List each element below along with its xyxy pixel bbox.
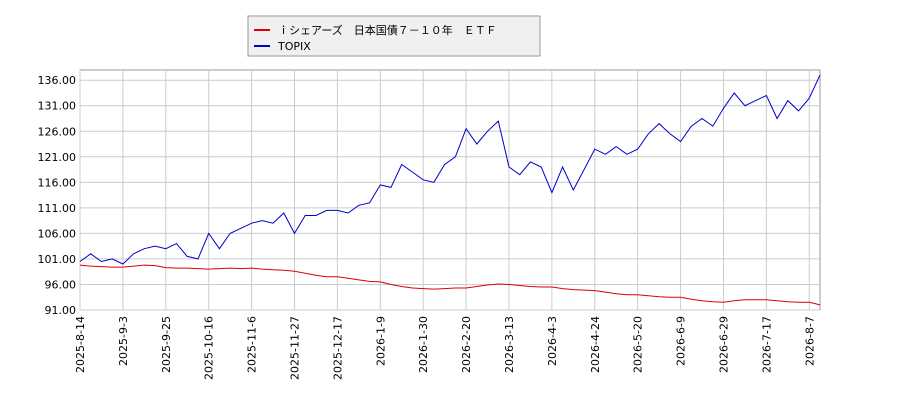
x-tick-label: 2026-2-20 bbox=[460, 316, 473, 373]
y-tick-label: 116.00 bbox=[38, 176, 77, 189]
legend-label: TOPIX bbox=[277, 40, 311, 53]
x-tick-label: 2026-4-24 bbox=[589, 316, 602, 373]
x-tick-label: 2025-12-17 bbox=[331, 316, 344, 380]
y-tick-label: 91.00 bbox=[45, 304, 77, 317]
x-tick-label: 2025-9-3 bbox=[117, 316, 130, 366]
y-tick-label: 101.00 bbox=[38, 253, 77, 266]
y-tick-label: 96.00 bbox=[45, 278, 77, 291]
legend-box bbox=[247, 15, 541, 57]
x-tick-label: 2025-11-6 bbox=[246, 316, 259, 373]
y-tick-label: 136.00 bbox=[38, 74, 77, 87]
x-tick-label: 2025-9-25 bbox=[160, 316, 173, 373]
x-tick-label: 2026-6-29 bbox=[717, 316, 730, 373]
series-line bbox=[79, 264, 821, 306]
y-tick-label: 131.00 bbox=[38, 100, 77, 113]
y-tick-label: 121.00 bbox=[38, 151, 77, 164]
series-line bbox=[79, 74, 821, 265]
x-tick-label: 2026-5-20 bbox=[632, 316, 645, 373]
x-tick-label: 2025-8-14 bbox=[74, 316, 87, 373]
x-tick-label: 2025-11-27 bbox=[288, 316, 301, 380]
x-tick-label: 2026-3-13 bbox=[503, 316, 516, 373]
x-tick-label: 2026-8-7 bbox=[803, 316, 816, 366]
legend-label: ｉシェアーズ 日本国債７－１０年 ＥＴＦ bbox=[278, 23, 497, 37]
y-tick-label: 106.00 bbox=[38, 227, 77, 240]
x-tick-label: 2026-4-3 bbox=[546, 316, 559, 366]
x-tick-label: 2025-10-16 bbox=[203, 316, 216, 380]
x-tick-label: 2026-7-17 bbox=[760, 316, 773, 373]
x-tick-label: 2026-1-9 bbox=[374, 316, 387, 366]
x-tick-label: 2026-1-30 bbox=[417, 316, 430, 373]
x-tick-label: 2026-6-9 bbox=[675, 316, 688, 366]
y-tick-label: 111.00 bbox=[38, 202, 77, 215]
y-tick-label: 126.00 bbox=[38, 125, 77, 138]
